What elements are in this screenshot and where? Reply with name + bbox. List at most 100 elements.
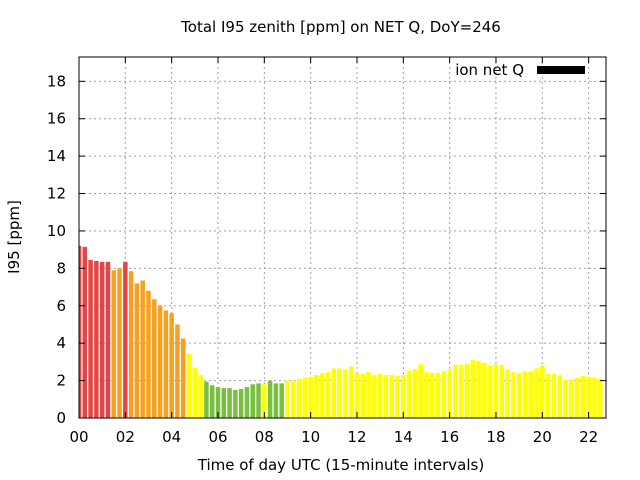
bar	[430, 373, 435, 418]
x-axis-label: Time of day UTC (15-minute intervals)	[197, 456, 484, 474]
bar	[238, 389, 244, 418]
bar	[175, 324, 180, 418]
x-tick-label: 10	[301, 428, 320, 446]
bar	[331, 368, 337, 418]
bar	[267, 380, 273, 418]
bar	[99, 261, 105, 418]
bar	[545, 374, 551, 418]
bar	[482, 362, 487, 418]
bar	[418, 363, 423, 418]
bar	[401, 374, 406, 418]
bar	[458, 364, 464, 418]
bar	[580, 375, 586, 418]
bar	[157, 305, 163, 418]
bar	[111, 270, 117, 418]
bar	[227, 388, 232, 418]
y-tick-label: 4	[56, 334, 66, 352]
bar	[476, 360, 481, 418]
x-tick-label: 00	[69, 428, 88, 446]
bar	[343, 369, 348, 418]
grid	[79, 57, 606, 418]
bar	[447, 369, 452, 418]
bar	[192, 367, 198, 418]
y-tick-label: 0	[56, 409, 66, 427]
bar	[169, 313, 174, 418]
y-tick-label: 6	[56, 297, 66, 315]
x-tick-label: 06	[208, 428, 227, 446]
bar	[406, 370, 412, 418]
bar	[140, 280, 145, 418]
bar	[215, 387, 221, 418]
bar	[540, 365, 545, 418]
x-tick-label: 22	[579, 428, 598, 446]
bar	[470, 360, 476, 418]
bar	[163, 310, 169, 418]
bar	[563, 379, 568, 418]
x-tick-label: 18	[486, 428, 505, 446]
bar	[453, 364, 458, 418]
y-tick-label: 14	[47, 147, 66, 165]
bar	[325, 372, 331, 418]
bar	[186, 353, 192, 418]
bar	[441, 371, 447, 418]
y-tick-label: 12	[47, 185, 66, 203]
bar	[262, 384, 267, 418]
bar	[88, 259, 93, 418]
bar	[198, 374, 203, 418]
bar	[499, 364, 505, 418]
bar	[557, 374, 562, 418]
bar	[308, 376, 313, 418]
bar	[204, 381, 209, 418]
bar	[337, 368, 342, 418]
y-tick-label: 10	[47, 222, 66, 240]
bar	[354, 373, 360, 418]
bar	[279, 383, 284, 418]
bar	[487, 365, 493, 418]
bar	[123, 261, 128, 418]
bar	[377, 374, 383, 418]
bar	[244, 387, 250, 418]
x-tick-label: 16	[440, 428, 459, 446]
bars	[79, 245, 603, 418]
bar	[574, 377, 580, 418]
y-axis-label: I95 [ppm]	[5, 200, 23, 274]
plot-frame	[78, 56, 607, 419]
bar	[233, 389, 238, 418]
bar	[94, 260, 99, 418]
bar	[551, 374, 557, 418]
legend-swatch	[537, 66, 585, 74]
bar	[146, 290, 151, 418]
bar	[291, 380, 296, 418]
y-tick-label: 18	[47, 72, 66, 90]
bar	[597, 378, 603, 418]
x-tick-label: 14	[394, 428, 413, 446]
bar	[534, 368, 539, 418]
bar	[105, 261, 111, 418]
bar	[117, 268, 122, 418]
bar	[250, 384, 255, 418]
bar	[464, 363, 470, 418]
bar	[516, 373, 522, 418]
bar	[522, 371, 528, 418]
bar	[366, 372, 371, 418]
bar	[180, 338, 186, 418]
bar	[256, 383, 261, 418]
bar	[372, 374, 377, 418]
bar	[592, 377, 597, 418]
bar	[82, 246, 88, 418]
bar	[209, 385, 215, 418]
bar	[586, 376, 591, 418]
bar	[395, 375, 400, 418]
x-tick-label: 20	[533, 428, 552, 446]
bar	[493, 364, 499, 418]
bar	[511, 372, 516, 418]
bar	[435, 373, 441, 418]
legend: ion net Q	[455, 61, 585, 79]
bar	[221, 388, 227, 418]
y-tick-label: 16	[47, 110, 66, 128]
bar	[134, 283, 140, 418]
bar	[348, 366, 354, 418]
bar	[568, 379, 574, 418]
bar	[383, 374, 389, 418]
